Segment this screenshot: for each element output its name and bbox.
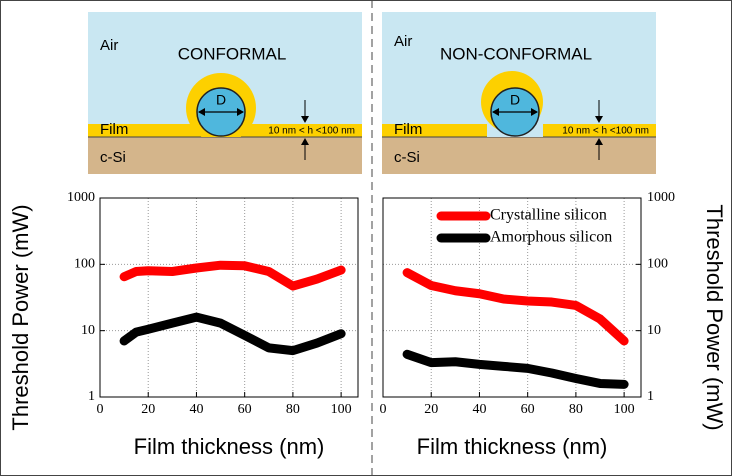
x-tick-label: 0 [97, 402, 104, 417]
y-tick-label: 100 [74, 257, 95, 272]
y-tick-label: 1 [88, 389, 95, 404]
y-tick-label: 1 [647, 389, 654, 404]
film-label: Film [394, 121, 422, 138]
substrate [382, 137, 656, 174]
legend-label: Amorphous silicon [490, 229, 612, 246]
substrate-label: c-Si [100, 149, 126, 166]
air-label: Air [100, 37, 118, 54]
y-tick-label: 1000 [647, 190, 675, 205]
film-label: Film [100, 121, 128, 138]
x-tick-label: 60 [238, 402, 252, 417]
particle-label: D [510, 92, 520, 108]
x-axis-label: Film thickness (nm) [134, 434, 325, 459]
figure: D CONFORMAL Air Film c-Si 10 nm < h <100 nm 0 2… [0, 0, 732, 476]
y-axis-label: Threshold Power (mW) [702, 204, 727, 430]
x-tick-label: 80 [569, 402, 583, 417]
x-tick-label: 40 [472, 402, 486, 417]
legend-label: Crystalline silicon [490, 207, 607, 224]
x-tick-label: 20 [141, 402, 155, 417]
thickness-label: 10 nm < h <100 nm [268, 126, 355, 137]
x-tick-label: 80 [286, 402, 300, 417]
plot-area [100, 198, 358, 397]
y-tick-label: 10 [647, 323, 661, 338]
x-axis-label: Film thickness (nm) [417, 434, 608, 459]
air-label: Air [394, 33, 412, 50]
x-tick-label: 100 [331, 402, 352, 417]
x-tick-label: 40 [189, 402, 203, 417]
x-tick-label: 60 [521, 402, 535, 417]
y-tick-label: 10 [81, 323, 95, 338]
substrate [88, 137, 362, 174]
substrate-label: c-Si [394, 149, 420, 166]
x-tick-label: 100 [614, 402, 635, 417]
x-tick-label: 0 [380, 402, 387, 417]
y-tick-label: 1000 [67, 190, 95, 205]
x-tick-label: 20 [424, 402, 438, 417]
y-axis-label: Threshold Power (mW) [8, 204, 33, 430]
inset-title: NON-CONFORMAL [440, 44, 592, 63]
particle-label: D [216, 92, 226, 108]
inset-title: CONFORMAL [178, 44, 287, 63]
y-tick-label: 100 [647, 257, 668, 272]
thickness-label: 10 nm < h <100 nm [562, 126, 649, 137]
